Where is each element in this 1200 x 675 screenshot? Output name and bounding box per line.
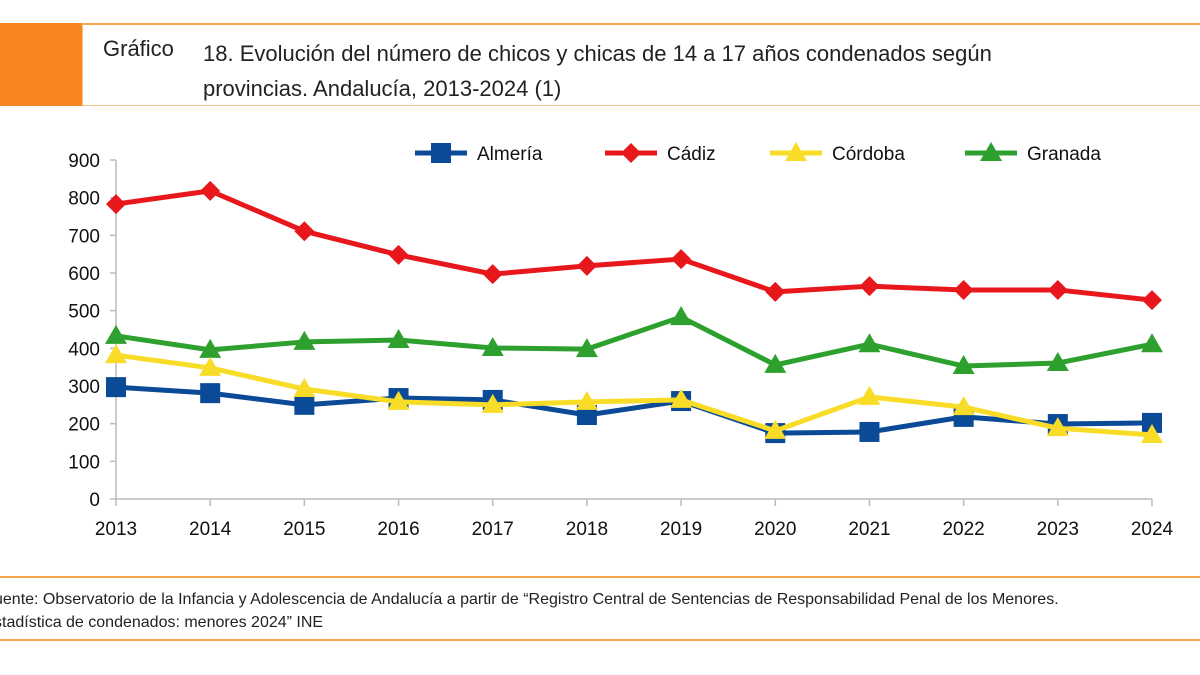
data-point-cádiz [106,194,126,215]
data-point-cádiz [1047,279,1068,300]
legend-marker [431,143,451,163]
data-point-granada [387,329,410,349]
legend-marker [785,142,807,161]
data-point-granada [1046,352,1069,372]
data-point-granada [952,355,975,375]
data-point-almería [1142,412,1162,433]
series-line-granada [115,314,1153,369]
footer-bottom-line [0,639,1200,641]
series-line-córdoba [115,352,1153,438]
data-point-córdoba [199,356,222,376]
chart-label: Gráfico [103,36,174,61]
data-point-granada [293,330,316,350]
data-point-granada [764,353,787,373]
legend-marker [621,143,641,163]
header-bottom-line [82,105,1200,106]
data-point-cádiz [859,276,880,297]
data-point-granada [199,338,222,358]
x-tick-label: 2019 [660,519,702,540]
y-tick-label: 100 [68,452,100,473]
x-tick-label: 2013 [95,519,137,540]
data-point-córdoba [387,390,410,410]
x-tick-label: 2018 [566,519,608,540]
title-line-1: 18. Evolución del número de chicos y chi… [203,41,992,66]
y-tick-label: 500 [68,302,100,323]
data-point-cádiz [482,264,503,285]
x-tick-label: 2014 [189,519,232,540]
x-tick-label: 2017 [472,519,514,540]
header-accent-block [0,23,82,106]
data-point-cádiz [671,249,692,270]
data-point-almería [294,394,315,415]
legend-label: Córdoba [832,144,905,165]
y-tick-label: 300 [68,377,100,398]
data-point-córdoba [481,393,504,413]
data-point-cádiz [576,255,597,276]
series-line-cádiz [115,188,1153,303]
y-tick-label: 0 [89,490,100,511]
header-divider [82,23,83,106]
line-chart: 0 100 200 300 400 500 600 700 800 900 2013 2014 2015… [68,142,1174,540]
data-point-granada [1141,333,1163,353]
data-point-granada [575,338,598,358]
data-point-almería [576,405,597,426]
legend-label: Almería [477,144,543,165]
data-point-córdoba [670,388,693,408]
header-top-line [0,23,1200,25]
data-point-cádiz [200,180,221,201]
x-tick-label: 2021 [848,519,890,540]
data-point-córdoba [1046,417,1069,437]
y-tick-label: 600 [68,264,100,285]
y-tick-label: 700 [68,226,100,247]
data-point-córdoba [764,419,787,439]
data-point-córdoba [293,378,316,398]
data-point-almería [859,421,880,442]
data-point-almería [106,377,126,398]
data-point-cádiz [294,221,315,242]
data-point-cádiz [1142,290,1162,311]
x-tick-label: 2020 [754,519,796,540]
data-point-almería [200,383,221,404]
x-tick-label: 2015 [283,519,325,540]
legend-label: Cádiz [667,144,716,165]
data-point-granada [105,324,127,344]
source-note: uente: Observatorio de la Infancia y Ado… [0,588,1059,634]
data-point-córdoba [952,396,975,416]
data-point-granada [481,336,504,356]
data-point-córdoba [575,390,598,410]
legend-label: Granada [1027,144,1101,165]
legend-marker [980,142,1002,161]
y-tick-label: 400 [68,339,100,360]
x-tick-label: 2023 [1037,519,1079,540]
data-point-granada [858,333,881,353]
series-line-almería [115,384,1153,436]
source-line-1: uente: Observatorio de la Infancia y Ado… [0,591,1059,608]
data-point-córdoba [1141,423,1163,443]
data-point-córdoba [105,344,127,364]
data-point-córdoba [858,385,881,405]
x-tick-label: 2022 [942,519,984,540]
source-line-2: stadística de condenados: menores 2024” … [0,614,324,631]
y-tick-label: 800 [68,189,100,210]
x-tick-label: 2016 [377,519,419,540]
data-point-granada [670,306,693,326]
y-tick-label: 200 [68,415,100,436]
y-tick-label: 900 [68,151,100,172]
chart-title: 18. Evolución del número de chicos y chi… [203,36,1163,106]
x-tick-label: 2024 [1131,519,1174,540]
title-line-2: provincias. Andalucía, 2013-2024 (1) [203,76,562,101]
footer-top-line [0,576,1200,578]
data-point-cádiz [765,281,786,302]
data-point-cádiz [953,279,974,300]
data-point-cádiz [388,244,409,265]
